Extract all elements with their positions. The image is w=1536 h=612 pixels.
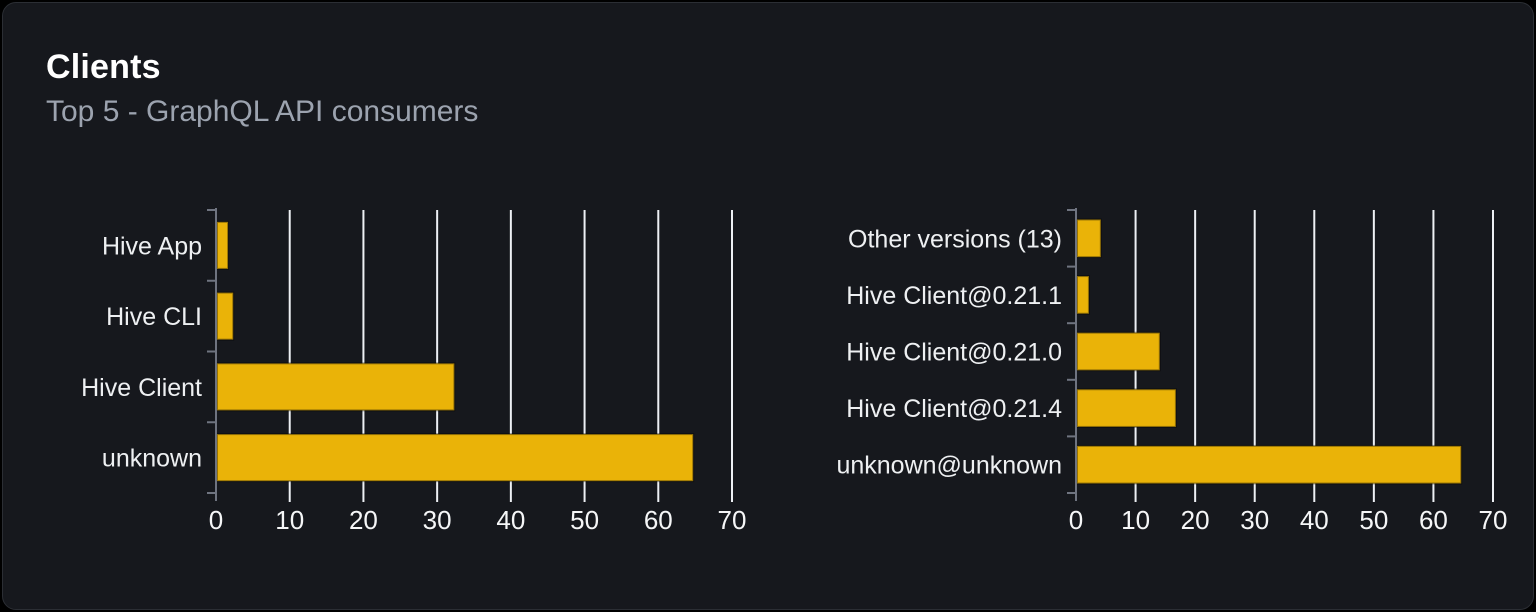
category-label: unknown@unknown [836, 452, 1062, 480]
category-label: unknown [102, 445, 202, 473]
category-label: Hive Client [81, 374, 202, 402]
x-tick-label: 20 [1181, 505, 1210, 535]
bar-other-versions-13-[interactable] [1076, 218, 1102, 259]
bar-hive-client[interactable] [216, 362, 456, 412]
x-tick-label: 50 [1359, 505, 1388, 535]
bar-hive-app[interactable] [216, 220, 230, 270]
clients-by-version-chart: 0 10 20 30 40 50 60 70 Other versions (13) Hive C… [836, 208, 1508, 535]
clients-by-name-chart: 0 10 20 30 40 50 60 70 Hive App Hive CLI Hive Clie… [81, 208, 747, 535]
category-label: Hive CLI [106, 303, 202, 331]
x-tick-label: 30 [1240, 505, 1269, 535]
category-label: Hive Client@0.21.0 [846, 339, 1062, 367]
x-tick-label: 60 [1419, 505, 1448, 535]
bar-hive-client-0-21-4[interactable] [1076, 388, 1177, 428]
x-tick-label: 70 [1479, 505, 1508, 535]
bar-unknown-unknown[interactable] [1076, 444, 1463, 485]
x-tick-label: 10 [275, 505, 304, 535]
x-tick-label: 70 [718, 505, 747, 535]
category-label: Hive Client@0.21.4 [846, 395, 1062, 423]
x-tick-label: 0 [209, 505, 223, 535]
bar-unknown[interactable] [216, 433, 695, 483]
x-tick-label: 0 [1069, 505, 1083, 535]
bar-hive-cli[interactable] [216, 291, 235, 341]
x-tick-label: 40 [496, 505, 525, 535]
x-tick-label: 20 [349, 505, 378, 535]
category-label: Hive App [102, 232, 202, 260]
x-tick-label: 10 [1121, 505, 1150, 535]
x-tick-label: 40 [1300, 505, 1329, 535]
x-tick-label: 30 [423, 505, 452, 535]
x-tick-label: 50 [570, 505, 599, 535]
card-subtitle: Top 5 - GraphQL API consumers [46, 95, 479, 128]
bar-hive-client-0-21-1[interactable] [1076, 275, 1090, 315]
category-label: Hive Client@0.21.1 [846, 282, 1062, 310]
category-label: Other versions (13) [848, 225, 1062, 253]
bar-hive-client-0-21-0[interactable] [1076, 331, 1161, 372]
x-tick-label: 60 [644, 505, 673, 535]
card-title: Clients [46, 48, 161, 86]
